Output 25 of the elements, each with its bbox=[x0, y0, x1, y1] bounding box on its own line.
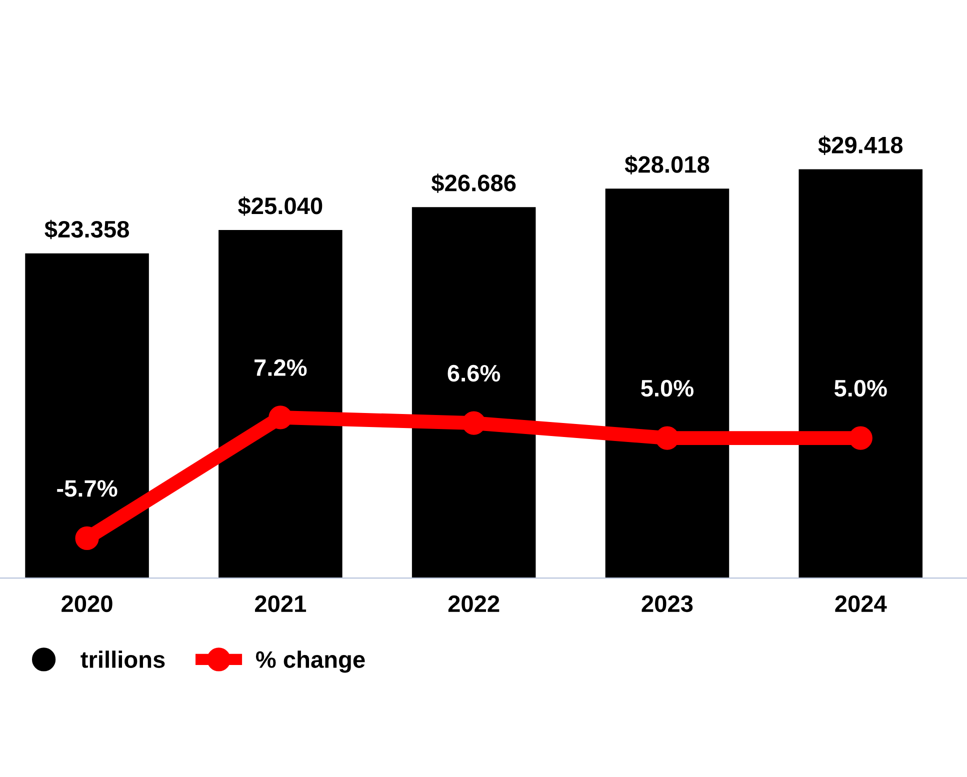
data-label: 7.2% bbox=[254, 359, 307, 376]
data-label: $29.418 bbox=[818, 136, 903, 155]
point bbox=[75, 526, 99, 550]
bar bbox=[25, 253, 149, 578]
data-label: $23.358 bbox=[44, 220, 129, 240]
bar bbox=[218, 230, 342, 578]
data-label: $28.018 bbox=[624, 155, 710, 174]
bar bbox=[412, 207, 536, 578]
bar bbox=[798, 169, 923, 578]
bar bbox=[605, 188, 730, 578]
point bbox=[462, 411, 486, 435]
data-label: $25.040 bbox=[238, 196, 322, 216]
data-label: -5.7% bbox=[57, 480, 118, 497]
x-tick-label: 2024 bbox=[835, 595, 887, 612]
data-label: 6.6% bbox=[448, 364, 500, 382]
legend-label: % change bbox=[256, 650, 365, 673]
point bbox=[268, 406, 292, 430]
legend-label: trillions bbox=[80, 650, 165, 668]
data-label: 5.0% bbox=[641, 380, 694, 397]
data-label: $26.686 bbox=[431, 174, 516, 193]
x-tick-label: 2022 bbox=[448, 595, 500, 612]
data-label: 5.0% bbox=[834, 380, 887, 397]
x-tick-label: 2021 bbox=[254, 595, 306, 612]
x-tick-label: 2023 bbox=[642, 595, 693, 612]
x-tick-label: 2020 bbox=[62, 595, 112, 612]
